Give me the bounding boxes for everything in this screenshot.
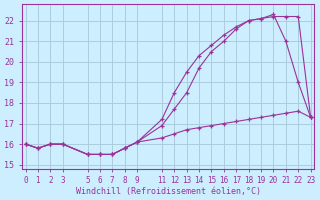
X-axis label: Windchill (Refroidissement éolien,°C): Windchill (Refroidissement éolien,°C) (76, 187, 260, 196)
